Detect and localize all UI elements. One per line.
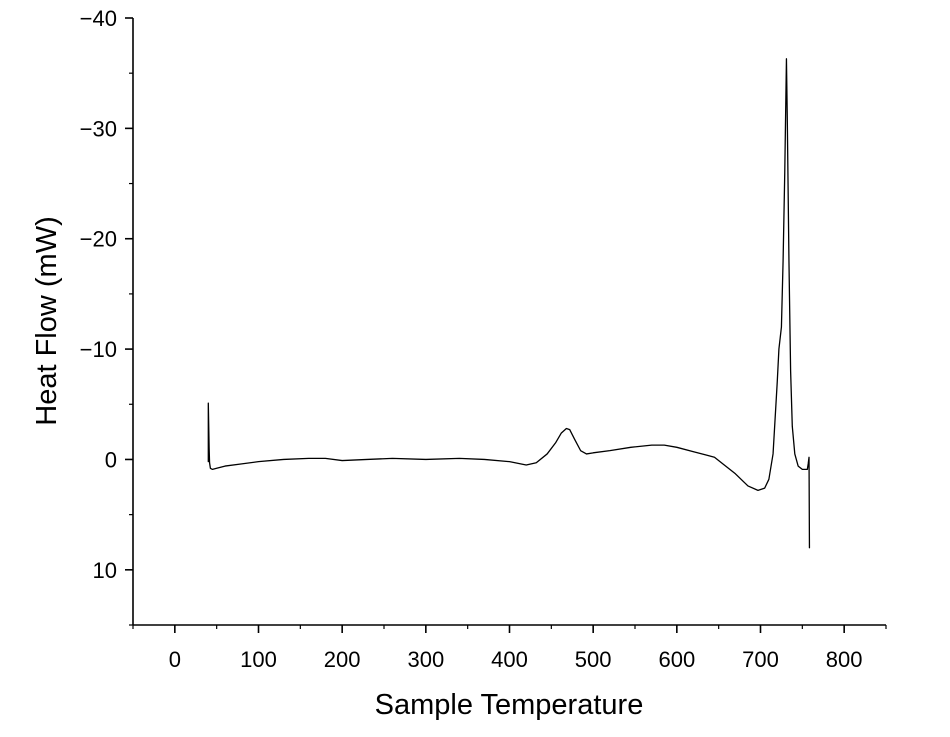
plot-layer <box>207 58 811 549</box>
x-tick-label: 600 <box>658 647 695 672</box>
x-tick-label: 500 <box>575 647 612 672</box>
x-axis-title: Sample Temperature <box>375 689 644 721</box>
y-tick-label: 0 <box>105 447 117 472</box>
x-tick-label: 0 <box>169 647 181 672</box>
y-tick-label: −40 <box>80 6 117 31</box>
y-tick-label: −10 <box>80 337 117 362</box>
y-tick-label: −20 <box>80 227 117 252</box>
y-axis-title: Heat Flow (mW) <box>31 216 63 425</box>
x-tick-label: 700 <box>742 647 779 672</box>
x-tick-label: 800 <box>826 647 863 672</box>
heat-flow-series-line <box>207 58 811 549</box>
label-layer: Sample Temperature Heat Flow (mW) <box>31 216 643 721</box>
y-tick-label: 10 <box>93 558 117 583</box>
x-tick-label: 400 <box>491 647 528 672</box>
axes-layer: 0 100 200 300 400 500 600 700 800 −40 −30 −20 −10 0 10 <box>80 6 887 672</box>
y-tick-label: −30 <box>80 116 117 141</box>
x-tick-label: 200 <box>324 647 361 672</box>
x-tick-label: 100 <box>240 647 277 672</box>
x-tick-label: 300 <box>407 647 444 672</box>
